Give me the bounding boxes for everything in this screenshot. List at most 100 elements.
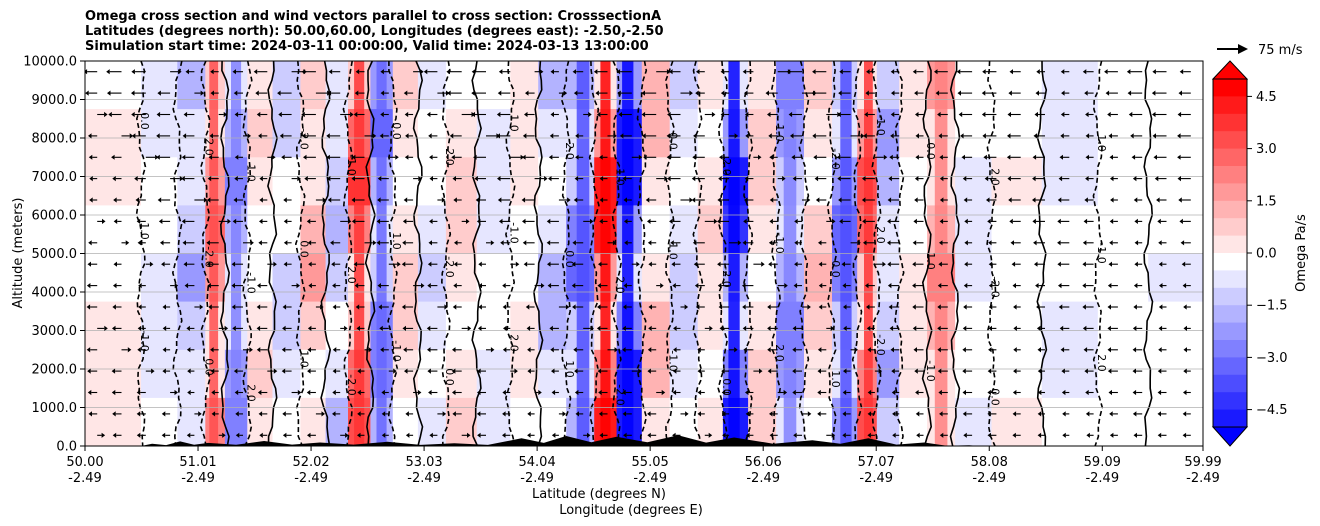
wind-vector-head	[332, 368, 337, 374]
omega-band-cell	[476, 157, 511, 206]
wind-vector-head	[1109, 240, 1113, 246]
wind-vector-head	[1085, 111, 1089, 118]
wind-vector-head	[718, 176, 722, 182]
chart-title-line-2: Latitudes (degrees north): 50.00,60.00, …	[85, 24, 664, 39]
wind-vector-head	[963, 283, 968, 289]
wind-vector-head	[693, 261, 698, 267]
wind-vectors	[85, 69, 1191, 438]
wind-vector-head	[256, 325, 261, 331]
wind-vector-head	[765, 90, 769, 96]
omega-band-cell	[955, 205, 993, 255]
wind-vector-head	[161, 432, 166, 438]
wind-vector-head	[1085, 176, 1089, 182]
contour-label: 2.0	[244, 384, 257, 402]
wind-vector-head	[301, 69, 306, 75]
wind-vector-head	[502, 347, 507, 353]
wind-vector-head	[1157, 432, 1162, 438]
y-tick-label: 8000.0	[32, 132, 78, 147]
wind-vector-head	[912, 261, 916, 267]
wind-vector-head	[667, 111, 671, 118]
wind-vector-head	[357, 411, 361, 417]
omega-band-cell	[1097, 61, 1149, 110]
contour-label: 2.0	[1095, 354, 1108, 372]
contour-line	[851, 61, 863, 446]
wind-vector-head	[89, 176, 93, 182]
wind-vector-head	[331, 261, 335, 267]
wind-vector-head	[548, 154, 553, 160]
omega-band-cell	[899, 61, 928, 110]
omega-band-cell	[538, 253, 567, 303]
omega-band-cell	[748, 253, 777, 303]
quiver-key-arrow-icon	[1238, 44, 1248, 54]
wind-vector-head	[137, 240, 142, 246]
contour-label: -1.0	[667, 350, 680, 371]
wind-vector-head	[402, 240, 406, 246]
wind-vector-head	[357, 368, 361, 374]
wind-vector-head	[451, 154, 455, 160]
omega-band-cell	[1097, 253, 1149, 303]
omega-band-cell	[697, 397, 724, 446]
colorbar-step	[1213, 166, 1247, 184]
wind-vector-head	[878, 368, 883, 374]
colorbar-steps	[1213, 79, 1247, 428]
wind-vector-head	[231, 283, 235, 289]
wind-vector-head	[617, 90, 621, 96]
wind-vector-head	[550, 69, 554, 75]
wind-vector-head	[573, 197, 578, 203]
terrain-silhouette	[141, 435, 981, 446]
contour-label: 0.0	[443, 368, 456, 386]
wind-vector-head	[964, 218, 968, 224]
omega-band-cell	[272, 61, 302, 110]
x-tick-label-lon: -2.49	[746, 471, 780, 486]
wind-vector-head	[891, 368, 895, 374]
wind-vector-head	[1082, 261, 1086, 267]
wind-vector-head	[792, 176, 797, 182]
omega-band-cell	[669, 349, 699, 399]
wind-vector-head	[88, 240, 92, 246]
wind-vector-head	[283, 261, 288, 267]
colorbar-step	[1213, 218, 1247, 237]
wind-vector-head	[1085, 133, 1090, 139]
y-tick-label: 9000.0	[32, 93, 78, 108]
wind-vector-head	[442, 411, 447, 417]
wind-vector-head	[817, 347, 822, 353]
wind-vector-head	[1126, 69, 1131, 75]
wind-vector-head	[1082, 325, 1087, 331]
omega-band-cell	[510, 205, 539, 255]
wind-vector-head	[643, 154, 647, 160]
wind-vector-head	[939, 411, 943, 417]
omega-band-cell	[272, 205, 302, 255]
wind-vector-head	[862, 218, 866, 224]
wind-vector-head	[477, 368, 481, 374]
colorbar-step	[1213, 183, 1247, 202]
wind-vector-head	[1057, 240, 1061, 246]
wind-vector-head	[672, 389, 677, 396]
wind-vector-head	[223, 111, 228, 118]
wind-vector-head	[939, 176, 944, 182]
wind-vector-head	[767, 325, 771, 331]
wind-vector-head	[769, 218, 773, 224]
wind-vector-head	[737, 240, 742, 246]
omega-band-cell	[272, 349, 302, 399]
wind-vector-head	[793, 283, 798, 289]
chart-title-line-1: Omega cross section and wind vectors par…	[85, 9, 662, 24]
wind-vector-head	[1105, 90, 1110, 96]
wind-vector-head	[355, 304, 360, 310]
wind-vector-head	[912, 240, 917, 246]
contour-label: 0.0	[829, 260, 842, 278]
omega-band-cell	[748, 205, 777, 255]
wind-vector-head	[454, 240, 458, 246]
contour-label: 0.0	[138, 112, 151, 130]
wind-vector-head	[937, 347, 941, 353]
wind-vector-head	[769, 411, 773, 417]
wind-vector-head	[88, 154, 93, 160]
omega-band-cell	[1097, 109, 1149, 158]
wind-vector-head	[113, 218, 118, 224]
wind-vector-head	[571, 283, 576, 289]
omega-band-cell	[697, 301, 724, 351]
wind-vector-head	[861, 197, 866, 203]
wind-vector-head	[210, 347, 214, 353]
contour-label: -1.0	[390, 340, 403, 361]
wind-vector-head	[1082, 304, 1086, 310]
wind-vector-head	[113, 283, 117, 289]
